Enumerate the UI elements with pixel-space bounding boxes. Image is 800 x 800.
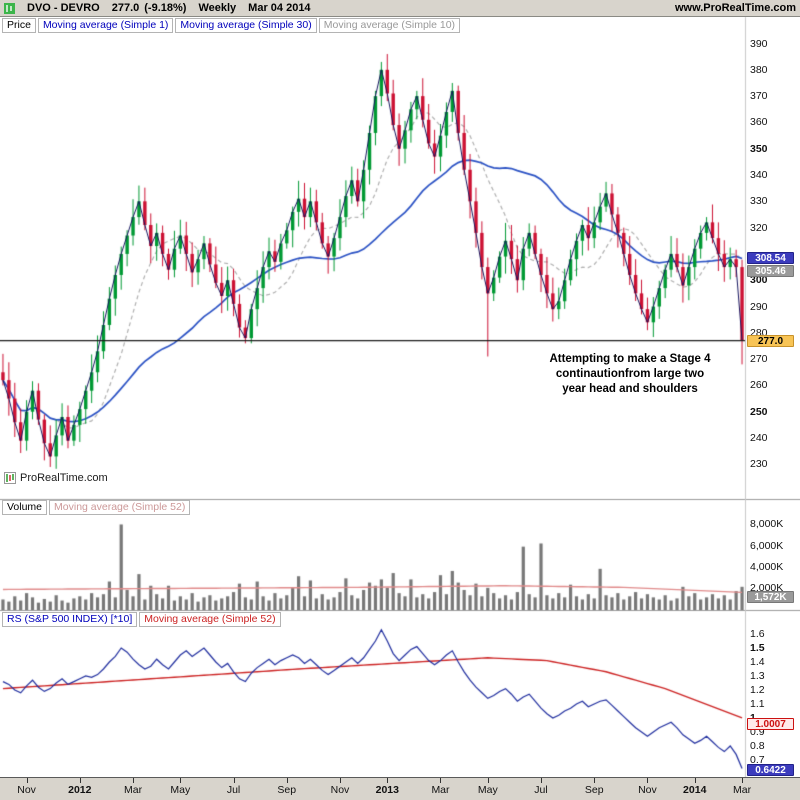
symbol-title: DVO - DEVRO: [27, 2, 100, 14]
price-axis-label: 360: [750, 116, 768, 129]
header-title-group: DVO - DEVRO 277.0 (-9.18%) Weekly Mar 04…: [4, 2, 311, 14]
time-axis-tick: [26, 778, 28, 783]
last-price: 277.0: [111, 2, 140, 14]
axis-badge-volume-ma: 1,572K: [747, 591, 794, 604]
time-axis-band: Nov 2012 Mar May Jul Sep Nov 2013 Mar May Jul Sep No…: [0, 777, 800, 800]
time-axis-tick: [286, 778, 288, 783]
time-axis-tick: [339, 778, 341, 783]
rs-axis-label: 0.7: [750, 754, 765, 766]
time-axis-tick: [233, 778, 235, 783]
time-axis-label: Nov: [638, 784, 657, 796]
time-axis-label: Sep: [584, 784, 604, 796]
legend-ma-simple-30[interactable]: Moving average (Simple 30): [175, 18, 317, 33]
price-axis-label: 320: [750, 221, 768, 234]
price-axis-label: 230: [750, 458, 768, 471]
time-axis-label: Jul: [226, 784, 241, 796]
rs-axis-label: 1.2: [750, 684, 765, 696]
legend-ma-simple-10[interactable]: Moving average (Simple 10): [318, 18, 461, 33]
axis-badge-ma10-value: 305.46: [747, 264, 794, 277]
rs-axis-label: 0.8: [750, 740, 765, 752]
price-axis-label: 290: [750, 300, 768, 313]
time-axis-tick: [387, 778, 389, 783]
time-axis-tick: [440, 778, 442, 783]
rs-legend-row: RS (S&P 500 INDEX) [*10] Moving average …: [2, 612, 281, 627]
price-axis-label: 340: [750, 169, 768, 182]
timeframe-label: Weekly: [198, 2, 237, 14]
price-axis-label: 390: [750, 37, 768, 50]
legend-price[interactable]: Price: [2, 18, 36, 33]
price-axis-label: 380: [750, 63, 768, 76]
time-axis-label: Nov: [17, 784, 36, 796]
time-axis-tick: [133, 778, 135, 783]
header-bar: DVO - DEVRO 277.0 (-9.18%) Weekly Mar 04…: [0, 0, 800, 17]
time-axis-label: Mar: [732, 784, 752, 796]
time-axis-label: Sep: [277, 784, 297, 796]
watermark-logo-icon: [4, 472, 16, 484]
price-axis-label: 270: [750, 353, 768, 366]
price-axis-label: 260: [750, 379, 768, 392]
axis-badge-last-price: 277.0: [747, 334, 794, 347]
time-axis-label: May: [477, 784, 498, 796]
time-axis-tick: [594, 778, 596, 783]
time-axis-tick: [694, 778, 696, 783]
legend-volume[interactable]: Volume: [2, 500, 48, 515]
time-axis-tick: [79, 778, 81, 783]
legend-volume-ma-52[interactable]: Moving average (Simple 52): [49, 500, 191, 515]
volume-axis-label: 2,000K: [750, 581, 784, 594]
volume-axis-label: 4,000K: [750, 560, 784, 573]
app-logo-icon: [4, 2, 15, 14]
volume-axis-label: 8,000K: [750, 518, 784, 531]
price-axis-label: 240: [750, 432, 768, 445]
time-axis-tick: [180, 778, 182, 783]
price-axis-label: 250: [750, 405, 768, 418]
time-axis-tick: [541, 778, 542, 783]
site-link[interactable]: www.ProRealTime.com: [674, 2, 796, 14]
time-axis-label: 2014: [683, 784, 707, 796]
price-axis-label: 350: [750, 142, 768, 155]
price-change-group: 277.0 (-9.18%): [112, 2, 187, 14]
time-axis-tick: [647, 778, 649, 783]
rs-axis-label: 1.6: [750, 628, 765, 640]
time-axis-label: 2013: [375, 784, 399, 796]
legend-rs-sp500[interactable]: RS (S&P 500 INDEX) [*10]: [2, 612, 138, 627]
axis-badge-rs-value: 0.6422: [747, 764, 794, 777]
legend-ma-simple-1[interactable]: Moving average (Simple 1): [37, 18, 174, 33]
time-axis-label: 2012: [68, 784, 92, 796]
time-axis-tick: [487, 778, 489, 783]
price-axis-label: 330: [750, 195, 768, 208]
time-axis-label: Nov: [330, 784, 350, 796]
legend-rs-ma-52[interactable]: Moving average (Simple 52): [139, 612, 281, 627]
price-axis-label: 370: [750, 90, 768, 103]
date-label: Mar 04 2014: [248, 2, 311, 14]
rs-axis-label: 1.5: [750, 642, 765, 654]
watermark-text: ProRealTime.com: [20, 472, 108, 484]
time-axis-label: May: [170, 784, 191, 796]
time-axis-label: Mar: [123, 784, 143, 796]
price-axis-label: 300: [750, 274, 768, 287]
chart-annotation[interactable]: Attempting to make a Stage 4 continautio…: [549, 353, 711, 395]
time-axis-label: Jul: [534, 784, 548, 796]
watermark: ProRealTime.com: [4, 472, 108, 484]
axis-badge-ma30-value: 308.54: [747, 251, 794, 264]
volume-axis-label: 6,000K: [750, 539, 784, 552]
rs-axis-label: 1.3: [750, 670, 765, 682]
rs-axis-label: 1.1: [750, 698, 765, 710]
axis-badge-rs-ma-value: 1.0007: [747, 717, 794, 730]
volume-legend-row: Volume Moving average (Simple 52): [2, 500, 191, 515]
time-axis-label: Mar: [431, 784, 450, 796]
price-change: (-9.18%): [144, 2, 187, 14]
price-legend-row: Price Moving average (Simple 1) Moving a…: [2, 18, 461, 33]
time-axis-tick: [742, 778, 744, 783]
rs-axis-label: 1.4: [750, 656, 765, 668]
